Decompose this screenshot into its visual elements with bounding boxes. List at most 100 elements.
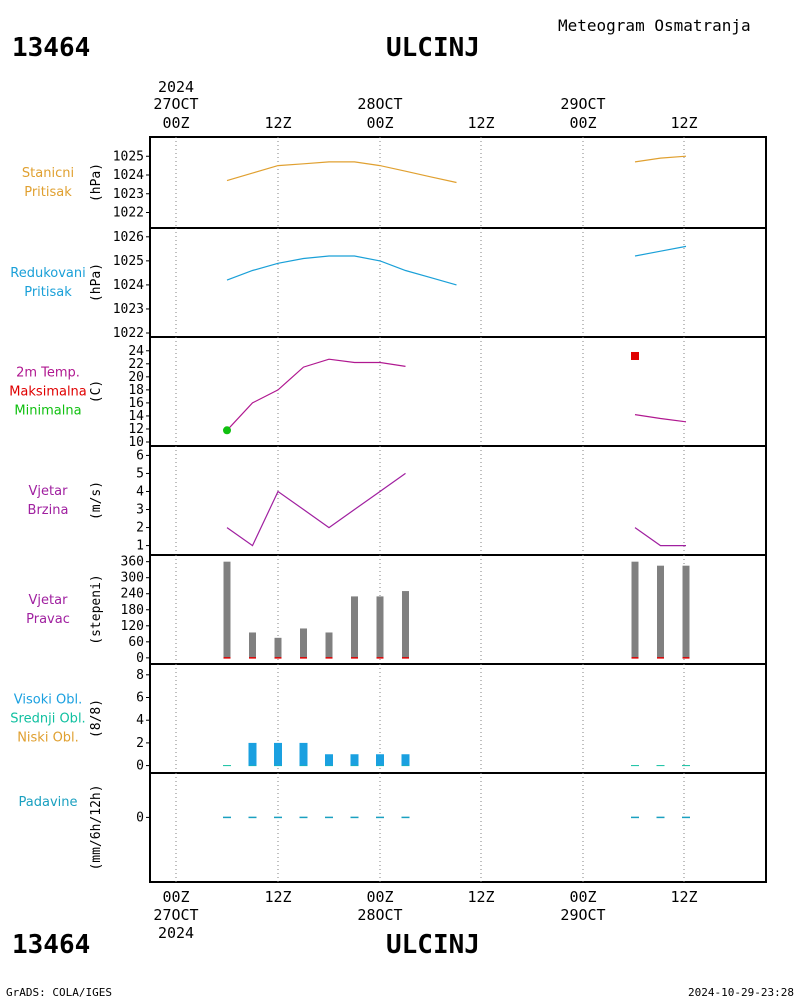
top-axis-hour: 00Z [569, 114, 596, 132]
series-line [634, 245, 687, 257]
y-tick-label: 1025 [113, 254, 144, 269]
y-tick-label: 1022 [113, 326, 144, 341]
panel-label: Brzina [28, 503, 69, 518]
wind-dir-bar [402, 591, 409, 658]
cloud-high-bar [325, 754, 333, 766]
y-tick-label: 1022 [113, 206, 144, 221]
series-line [634, 527, 686, 547]
y-tick-label: 8 [136, 668, 144, 683]
wind-dir-bar [376, 596, 384, 658]
y-tick-label: 60 [128, 635, 144, 650]
y-tick-label: 5 [136, 466, 144, 481]
y-tick-label: 24 [128, 344, 144, 359]
y-tick-label: 180 [121, 603, 144, 618]
panel-label: Vjetar [29, 593, 69, 608]
top-axis-date: 29OCT [560, 95, 605, 113]
panels: 1022102310241025(hPa)StanicniPritisak102… [9, 136, 767, 883]
wind-dir-bar [657, 565, 664, 658]
y-tick-label: 1025 [113, 149, 144, 164]
top-axis-hour: 12Z [467, 114, 494, 132]
panel-clouds: 0 2 4 6 8 (8/8) Visoki Obl. Srednji Obl. Niski O… [10, 663, 767, 774]
y-tick-label: 4 [136, 713, 144, 728]
wind-dir-bar [351, 596, 358, 658]
panel-label: Minimalna [14, 404, 81, 419]
wind-dir-bar [325, 632, 333, 658]
top-axis-hour: 12Z [264, 114, 291, 132]
y-tick-label: 22 [128, 357, 144, 372]
panel-label: Niski Obl. [17, 731, 79, 746]
panel-frame [149, 227, 767, 338]
series-line [634, 155, 687, 163]
cloud-high-bar [376, 754, 384, 766]
y-axis-unit: (m/s) [89, 481, 104, 520]
panel-label: 2m Temp. [16, 366, 80, 381]
top-axis-hour: 00Z [366, 114, 393, 132]
top-axis-hour: 12Z [670, 114, 697, 132]
top-axis-date: 27OCT [153, 95, 198, 113]
panel-precipitation: 0 (mm/6h/12h) Padavine [19, 772, 767, 883]
chart-title: Meteogram Osmatranja [558, 16, 751, 35]
y-tick-label: 2 [136, 736, 144, 751]
station-id-top: 13464 [12, 33, 90, 63]
bottom-axis-hour: 00Z [569, 888, 596, 906]
y-tick-label: 240 [121, 587, 144, 602]
panel-label: Stanicni [22, 166, 74, 181]
panel-wind-speed: 1 2 3 4 5 6 (m/s) Vjetar Brzina [28, 445, 767, 556]
footer-credit: GrADS: COLA/IGES [6, 986, 112, 999]
y-tick-label: 1026 [113, 230, 144, 245]
y-axis-unit: (hPa) [89, 263, 104, 302]
wind-dir-bar [274, 637, 282, 658]
bottom-axis-hour: 12Z [670, 888, 697, 906]
series-line [226, 358, 406, 431]
y-tick-label: 2 [136, 521, 144, 536]
y-tick-label: 1 [136, 539, 144, 554]
y-axis-unit: (stepeni) [89, 574, 104, 644]
cloud-high-bar [248, 742, 257, 766]
max-temp-marker [631, 351, 639, 360]
bottom-axis-date: 29OCT [560, 906, 605, 924]
panel-label: Visoki Obl. [14, 693, 82, 708]
station-id-bottom: 13464 [12, 930, 90, 960]
cloud-high-bar [274, 742, 282, 766]
panel-frame [149, 554, 767, 665]
panel-label: Pritisak [24, 285, 72, 300]
y-axis-unit: (mm/6h/12h) [89, 784, 104, 870]
panel-label: Maksimalna [9, 385, 87, 400]
y-tick-label: 20 [128, 370, 144, 385]
series-line [226, 255, 457, 286]
y-tick-label: 18 [128, 383, 144, 398]
top-axis-hour: 00Z [162, 114, 189, 132]
bottom-axis-year: 2024 [158, 924, 194, 942]
panel-frame [149, 336, 767, 447]
panel-frame [149, 136, 767, 229]
y-axis-unit: (8/8) [89, 699, 104, 738]
top-axis-year: 2024 [158, 78, 194, 96]
y-axis-unit: (hPa) [89, 163, 104, 202]
footer-timestamp: 2024-10-29-23:28 [688, 986, 794, 999]
y-tick-label: 14 [128, 409, 144, 424]
y-tick-label: 10 [128, 435, 144, 450]
panel-label: Padavine [19, 795, 78, 810]
y-tick-label: 16 [128, 396, 144, 411]
series-line [634, 414, 687, 423]
cloud-high-bar [299, 742, 308, 766]
y-tick-label: 4 [136, 484, 144, 499]
bottom-axis-hour: 12Z [467, 888, 494, 906]
y-tick-label: 1023 [113, 187, 144, 202]
cloud-high-bar [401, 754, 410, 766]
cloud-high-bar [350, 754, 359, 766]
bottom-axis-hour: 00Z [366, 888, 393, 906]
bottom-axis-date: 28OCT [357, 906, 402, 924]
y-tick-label: 0 [136, 810, 144, 825]
wind-dir-bar [682, 565, 690, 658]
panel-frame [149, 772, 767, 883]
bottom-axis-hour: 00Z [162, 888, 189, 906]
wind-dir-bar [631, 561, 639, 658]
y-tick-label: 120 [121, 619, 144, 634]
bottom-axis-date: 27OCT [153, 906, 198, 924]
y-tick-label: 12 [128, 422, 144, 437]
